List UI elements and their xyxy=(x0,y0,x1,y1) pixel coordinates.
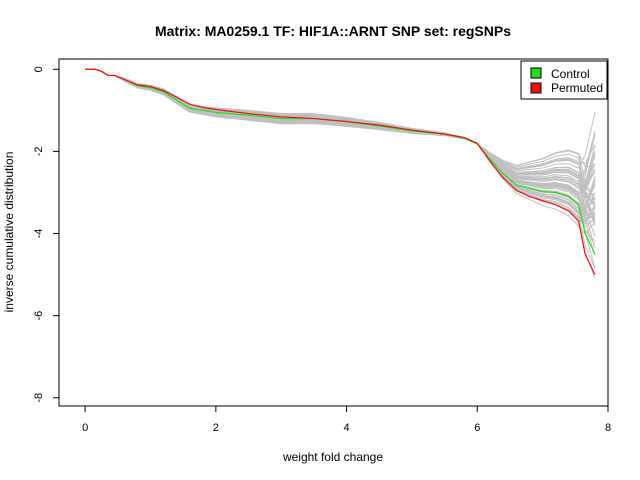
series-line-control xyxy=(85,68,596,255)
legend-label-control: Control xyxy=(551,67,590,81)
y-tick-label: -2 xyxy=(33,147,45,157)
y-axis-label: inverse cumulative distribution xyxy=(2,152,16,313)
x-tick-label: 6 xyxy=(474,422,480,434)
main-series-group xyxy=(85,68,596,275)
series-line-permuted xyxy=(85,68,596,275)
background-series-line xyxy=(85,68,596,185)
background-series-line xyxy=(85,68,596,189)
y-tick-label: -6 xyxy=(33,311,45,321)
background-series-line xyxy=(85,68,596,242)
background-series-line xyxy=(85,68,596,245)
chart-title: Matrix: MA0259.1 TF: HIF1A::ARNT SNP set… xyxy=(155,23,511,39)
axes: 0 2 4 6 8 0 -2 -4 -6 -8 xyxy=(33,66,611,434)
y-tick-label: 0 xyxy=(33,66,45,72)
x-tick-label: 4 xyxy=(344,422,350,434)
legend-swatch-control xyxy=(530,67,542,79)
plot-area xyxy=(85,68,596,279)
legend: Control Permuted xyxy=(520,60,608,100)
legend-label-permuted: Permuted xyxy=(551,81,603,95)
background-series-line xyxy=(85,68,596,249)
x-axis-label: weight fold change xyxy=(282,450,383,464)
plot-frame xyxy=(58,58,609,407)
x-tick-label: 2 xyxy=(213,422,219,434)
y-tick-label: -4 xyxy=(33,229,45,239)
y-tick-label: -8 xyxy=(33,393,45,403)
background-series-line xyxy=(85,68,596,256)
background-series-group xyxy=(85,68,596,279)
x-tick-label: 8 xyxy=(605,422,611,434)
legend-swatch-permuted xyxy=(530,82,542,94)
x-tick-label: 0 xyxy=(82,422,88,434)
